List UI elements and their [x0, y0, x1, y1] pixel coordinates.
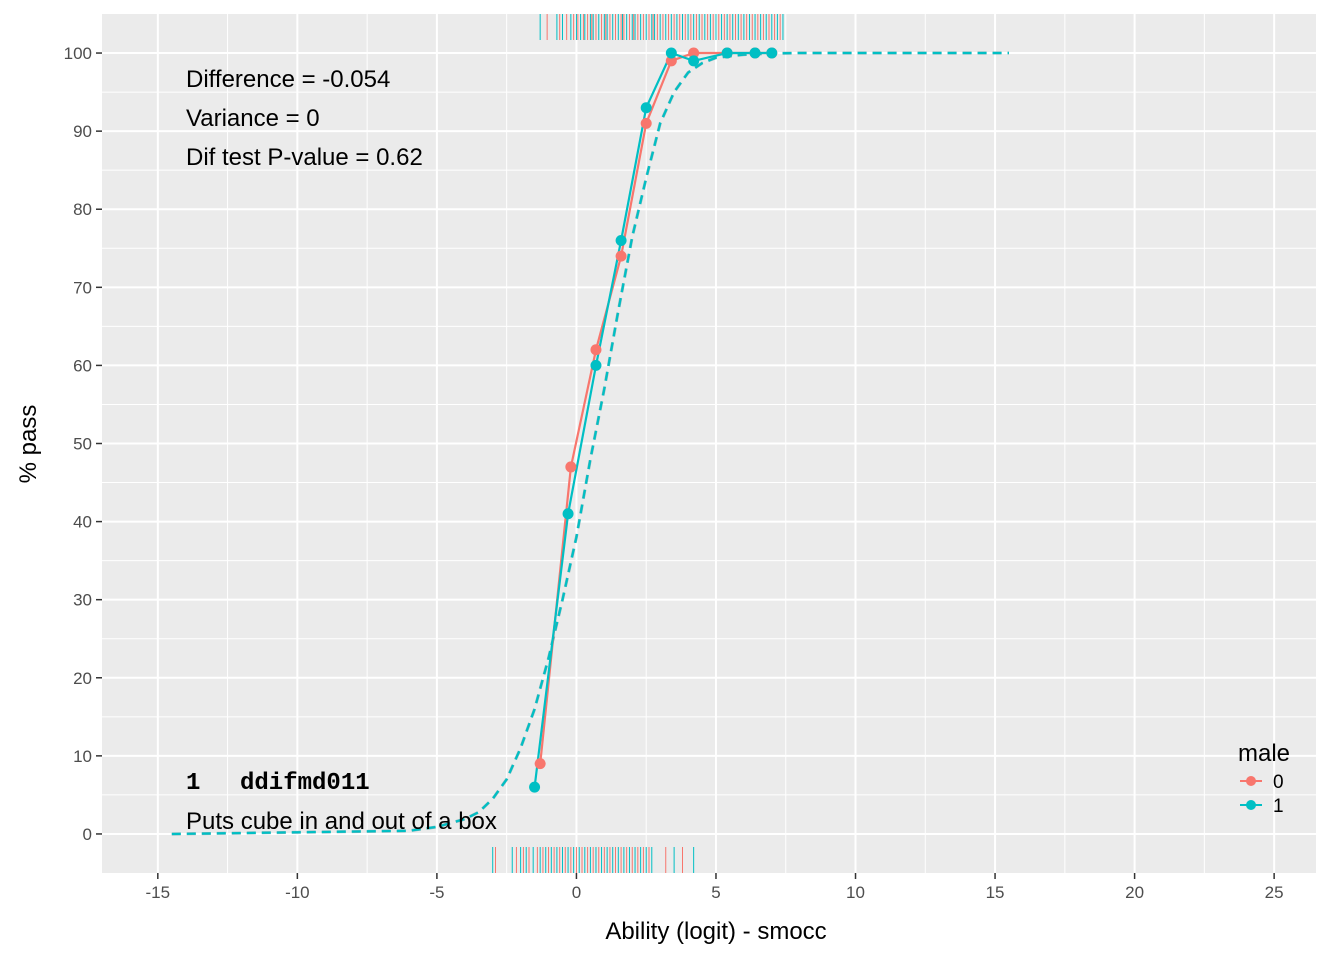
- data-point-1: [615, 234, 627, 246]
- series-points: [529, 47, 778, 793]
- annotation-difference: Difference = -0.054: [186, 66, 390, 93]
- y-axis-ticks: 0 10 20 30 40 50 60 70 80 90 100: [64, 44, 102, 844]
- annotation-dif-test: Dif test P-value = 0.62: [186, 144, 423, 171]
- data-point-0: [534, 758, 546, 770]
- x-axis-title: Ability (logit) - smocc: [605, 918, 826, 945]
- legend-label-0: 0: [1273, 772, 1284, 793]
- x-tick-label: 15: [986, 883, 1005, 902]
- x-tick-label: -15: [146, 883, 171, 902]
- y-tick-label: 0: [83, 825, 92, 844]
- grid-minor: [102, 14, 1316, 873]
- data-point-1: [749, 47, 761, 59]
- data-point-1: [529, 781, 541, 793]
- x-tick-label: -5: [429, 883, 444, 902]
- legend-key-0: [1240, 776, 1262, 786]
- annotation-variance: Variance = 0: [186, 105, 320, 132]
- legend: male 0 1: [1238, 740, 1290, 817]
- model-curve: [171, 51, 1009, 836]
- data-point-0: [615, 250, 627, 262]
- y-tick-label: 90: [73, 122, 92, 141]
- y-tick-label: 10: [73, 747, 92, 766]
- data-point-1: [721, 47, 733, 59]
- data-point-0: [688, 47, 700, 59]
- x-tick-label: 20: [1125, 883, 1144, 902]
- data-point-0: [665, 55, 677, 67]
- x-tick-label: 5: [711, 883, 720, 902]
- x-tick-label: 10: [846, 883, 865, 902]
- y-tick-label: 40: [73, 513, 92, 532]
- item-code: ddifmd011: [240, 770, 370, 797]
- x-tick-label: 0: [572, 883, 581, 902]
- legend-title: male: [1238, 740, 1290, 767]
- y-tick-label: 20: [73, 669, 92, 688]
- data-point-0: [590, 344, 602, 356]
- y-axis-title: % pass: [15, 405, 42, 484]
- data-point-1: [640, 102, 652, 114]
- data-point-1: [688, 55, 700, 67]
- x-tick-label: 25: [1265, 883, 1284, 902]
- y-tick-label: 60: [73, 356, 92, 375]
- data-point-1: [562, 508, 574, 520]
- y-tick-label: 100: [64, 44, 92, 63]
- x-tick-label: -10: [285, 883, 310, 902]
- model-curve-line: [171, 51, 1009, 836]
- series-line-1: [533, 51, 772, 788]
- data-point-1: [766, 47, 778, 59]
- data-point-1: [665, 47, 677, 59]
- y-tick-label: 80: [73, 200, 92, 219]
- data-point-0: [640, 117, 652, 129]
- y-tick-label: 30: [73, 591, 92, 610]
- item-label: Puts cube in and out of a box: [186, 808, 497, 835]
- legend-label-1: 1: [1273, 796, 1284, 817]
- y-tick-label: 70: [73, 278, 92, 297]
- item-number: 1: [186, 770, 200, 797]
- series-lines: [533, 51, 772, 788]
- data-point-1: [590, 359, 602, 371]
- x-axis-ticks: -15 -10 -5 0 5 10 15 20 25: [146, 873, 1284, 902]
- rug-marks: [492, 14, 784, 873]
- y-tick-label: 50: [73, 435, 92, 454]
- legend-key-1: [1240, 800, 1262, 810]
- data-point-0: [565, 461, 577, 473]
